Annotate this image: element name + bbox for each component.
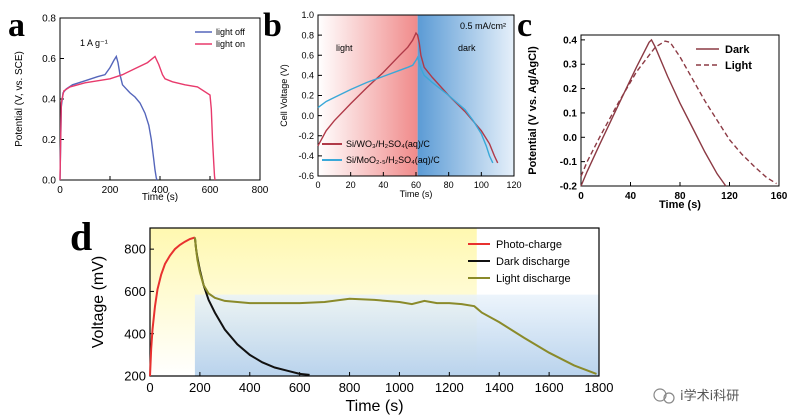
x-axis-label: Time (s) <box>400 189 433 199</box>
y-axis-label: Potential (V vs. Ag/AgCl) <box>527 46 539 175</box>
x-tick-label: 400 <box>239 380 261 395</box>
y-tick-label: 0.0 <box>42 176 56 187</box>
panel-c: 0 40 80 120 160 -0.2 -0.1 0.0 0.1 0.2 0.3 0.4 Time (… <box>517 7 788 211</box>
legend-label: Light discharge <box>496 273 571 285</box>
annotation: 1 A g⁻¹ <box>80 38 108 48</box>
series-line-2 <box>193 237 597 375</box>
series-line-1 <box>317 55 494 164</box>
legend-label: Light <box>725 60 752 72</box>
y-tick-label: -0.1 <box>560 157 578 168</box>
x-axis-label: Time (s) <box>142 192 178 203</box>
series-line-0 <box>59 54 158 181</box>
y-tick-label: -0.4 <box>298 151 314 161</box>
y-axis-label: Cell Voltage (V) <box>279 64 289 127</box>
x-tick-label: 0 <box>578 191 584 202</box>
y-axis-label: Potential (V, vs. SCE) <box>14 51 25 147</box>
x-axis-label: Time (s) <box>659 199 701 211</box>
x-tick-label: 100 <box>474 180 489 190</box>
legend-label: Si/WO₃/H₂SO₄(aq)/C <box>346 139 430 149</box>
x-axis-label: Time (s) <box>345 398 403 415</box>
x-tick-label: 0 <box>146 380 153 395</box>
y-tick-label: 1.0 <box>301 10 314 20</box>
x-tick-label: 60 <box>411 180 421 190</box>
panel-letter: a <box>8 7 25 44</box>
x-tick-label: 800 <box>252 185 269 196</box>
x-tick-label: 120 <box>506 180 521 190</box>
y-tick-label: -0.2 <box>560 182 578 193</box>
y-tick-label: 0.2 <box>301 91 314 101</box>
x-tick-label: 160 <box>771 191 788 202</box>
y-tick-label: 400 <box>124 326 146 341</box>
legend-label: light on <box>216 39 245 49</box>
x-tick-label: 600 <box>289 380 311 395</box>
x-tick-label: 1000 <box>385 380 414 395</box>
legend-label: Si/MoO₂.₅/H₂SO₄(aq)/C <box>346 155 440 165</box>
x-tick-label: 1600 <box>535 380 564 395</box>
y-tick-label: 0.4 <box>42 95 56 106</box>
panel-d: 0 200 400 600 800 1000 1200 1400 1600 18002004006… <box>70 214 613 415</box>
x-tick-label: 40 <box>625 191 637 202</box>
x-tick-label: 200 <box>189 380 211 395</box>
y-tick-label: 0.3 <box>563 60 577 71</box>
x-tick-label: 1200 <box>435 380 464 395</box>
x-tick-label: 20 <box>346 180 356 190</box>
panel-letter: d <box>70 214 92 259</box>
legend-label: Dark discharge <box>496 256 570 268</box>
wechat-icon-bubble <box>663 392 675 404</box>
watermark-text: i学术i科研 <box>680 388 739 404</box>
region-label-dark: dark <box>458 43 476 53</box>
region-label-light: light <box>336 43 353 53</box>
x-tick-label: 40 <box>378 180 388 190</box>
x-tick-label: 80 <box>444 180 454 190</box>
series-line-1 <box>59 55 216 181</box>
y-tick-label: 0.1 <box>563 108 577 119</box>
y-tick-label: 0.4 <box>301 71 314 81</box>
y-tick-label: 0.8 <box>42 14 56 25</box>
legend-label: light off <box>216 27 245 37</box>
y-tick-label: 600 <box>124 284 146 299</box>
y-tick-label: -0.2 <box>298 131 314 141</box>
light-region <box>318 15 418 176</box>
x-tick-label: 800 <box>339 380 361 395</box>
legend-label: Photo-charge <box>496 239 562 251</box>
y-tick-label: 0.2 <box>42 135 56 146</box>
x-tick-label: 0 <box>315 180 320 190</box>
series-line-0 <box>149 236 196 377</box>
x-tick-label: 80 <box>674 191 686 202</box>
y-tick-label: 0.4 <box>563 35 577 46</box>
watermark: i学术i科研 <box>653 388 739 404</box>
x-tick-label: 600 <box>202 185 219 196</box>
axes-frame <box>149 227 600 377</box>
y-tick-label: 0.2 <box>563 84 577 95</box>
panel-letter: b <box>263 7 282 44</box>
dark-region <box>194 294 599 376</box>
y-tick-label: 200 <box>124 369 146 384</box>
panel-letter: c <box>517 7 532 44</box>
y-tick-label: 0.6 <box>301 50 314 60</box>
x-tick-label: 200 <box>102 185 119 196</box>
series-line-1 <box>580 40 777 185</box>
x-tick-label: 400 <box>152 185 169 196</box>
x-tick-label: 120 <box>721 191 738 202</box>
y-axis-label: Voltage (mV) <box>90 256 107 348</box>
y-tick-label: 0.6 <box>42 54 56 65</box>
y-tick-label: 800 <box>124 242 146 257</box>
annotation: 0.5 mA/cm² <box>460 21 506 31</box>
x-tick-label: 1400 <box>485 380 514 395</box>
x-tick-label: 1800 <box>585 380 614 395</box>
panel-b: 0 20 40 60 80 100 120 -0.6 -0.4 -0.2 0.0 0.2 0.4 0.6 0… <box>263 7 522 199</box>
panel-a: 0 200 400 600 800 0.0 0.2 0.4 0.6 0.8 Time (s) Pote… <box>8 7 269 203</box>
y-tick-label: 0.8 <box>301 30 314 40</box>
x-tick-label: 0 <box>57 185 63 196</box>
y-tick-label: 0.0 <box>301 111 314 121</box>
series-line-0 <box>580 38 727 187</box>
y-tick-label: 0.0 <box>563 133 577 144</box>
wechat-icon <box>653 388 667 402</box>
y-tick-label: -0.6 <box>298 171 314 181</box>
dark-region <box>417 15 514 176</box>
legend-label: Dark <box>725 44 750 56</box>
